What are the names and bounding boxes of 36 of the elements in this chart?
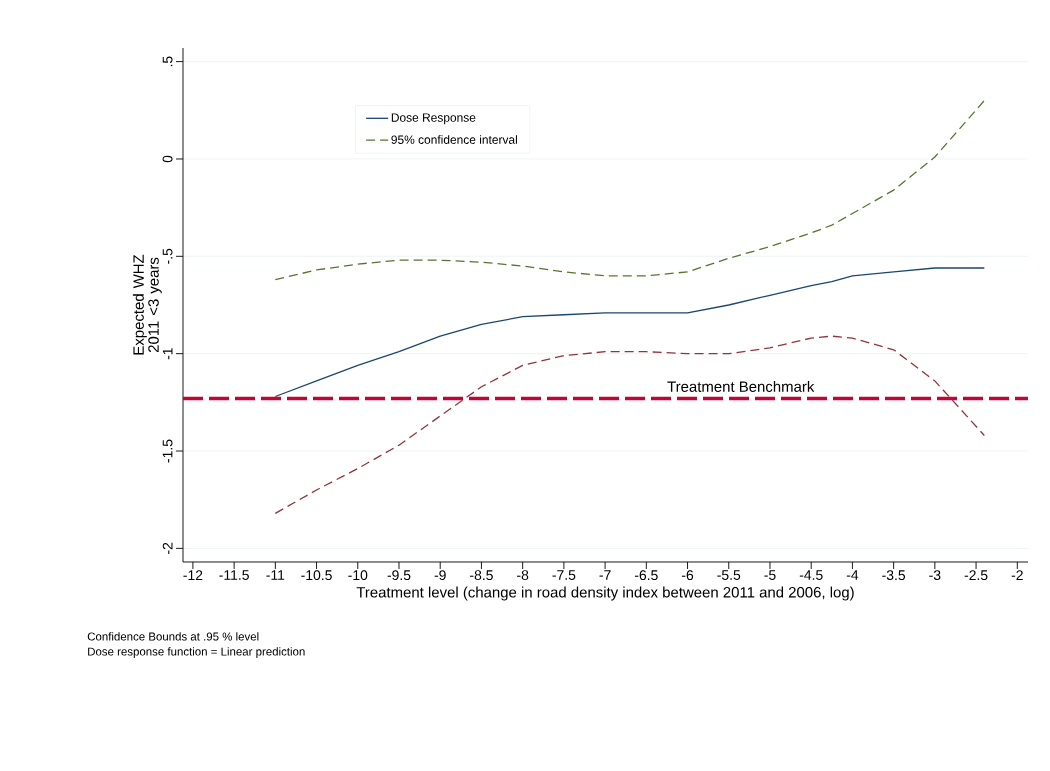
x-tick-label: -3 xyxy=(929,570,941,581)
x-tick-label: -2.5 xyxy=(964,570,988,581)
x-tick-label: -10.5 xyxy=(301,570,332,581)
x-tick-label: -10 xyxy=(348,570,368,581)
ref-line-label: Treatment Benchmark xyxy=(667,380,815,392)
text: Confidence Bounds at .95 % level xyxy=(87,632,259,641)
y-tick-label: .5 xyxy=(162,56,173,67)
x-tick-label: -4.5 xyxy=(799,570,823,580)
x-tick-label: -2 xyxy=(1011,570,1023,580)
y-tick-label: -1.5 xyxy=(162,439,173,463)
x-axis-title: Treatment level (change in road density index between 2011 and 2006, log) xyxy=(356,586,854,601)
x-tick-label: -4 xyxy=(846,570,859,580)
y-tick-label: -.5 xyxy=(162,248,173,264)
x-tick-label: -6.5 xyxy=(634,570,658,581)
x-tick-label: -3.5 xyxy=(882,570,906,581)
y-tick-label: -1 xyxy=(162,348,173,360)
x-tick-label: -9 xyxy=(434,570,446,581)
y-tick-label: 0 xyxy=(162,155,173,163)
legend-label: Dose Response xyxy=(391,113,476,125)
text: Dose response function = Linear prediction xyxy=(88,647,305,658)
x-tick-label: -8 xyxy=(517,570,529,581)
legend-label: 95% confidence interval xyxy=(391,135,517,144)
x-tick-label: -6 xyxy=(681,570,694,581)
x-tick-label: -11 xyxy=(266,570,285,580)
line-series xyxy=(274,99,985,281)
x-tick-label: -11.5 xyxy=(219,570,249,580)
x-tick-label: -7.5 xyxy=(552,570,576,580)
x-tick-label: -7 xyxy=(599,570,611,580)
y-axis-title: Expected WHZ 2011 <3 years xyxy=(132,254,162,355)
y-tick-label: -2 xyxy=(162,542,173,554)
x-tick-label: -5 xyxy=(764,570,776,580)
x-tick-label: -12 xyxy=(183,570,203,580)
x-tick-label: -8.5 xyxy=(470,570,493,581)
x-tick-label: -9.5 xyxy=(387,570,411,581)
x-tick-label: -5.5 xyxy=(717,570,741,580)
line-series xyxy=(274,335,985,514)
